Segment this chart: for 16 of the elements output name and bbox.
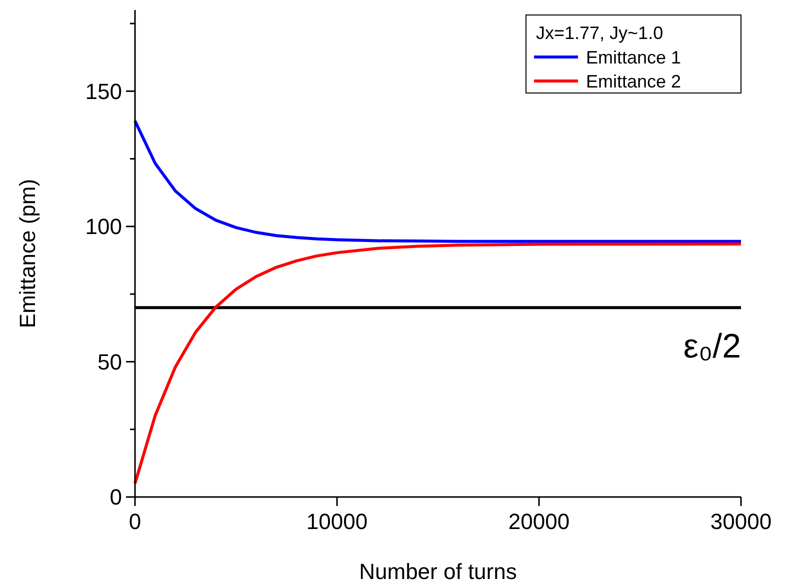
y-tick-label: 50 — [98, 349, 122, 374]
y-axis-title: Emittance (pm) — [15, 178, 40, 328]
ref-line-label: ε₀/2 — [683, 328, 741, 366]
line-series — [134, 119, 742, 243]
y-tick-label: 100 — [85, 214, 122, 240]
legend-title: Jx=1.77, Jy~1.0 — [536, 23, 664, 43]
legend-label: Emittance 1 — [586, 47, 682, 68]
x-tick-label: 0 — [128, 509, 142, 534]
x-tick-label: 20000 — [508, 509, 570, 534]
x-axis-title: Number of turns — [359, 559, 517, 584]
x-tick-label: 30000 — [710, 509, 772, 534]
y-tick-label: 150 — [85, 78, 122, 104]
x-tick-label: 10000 — [306, 509, 368, 534]
legend-label: Emittance 2 — [586, 71, 682, 92]
line-series — [134, 242, 742, 485]
y-tick-label: 0 — [110, 484, 122, 510]
